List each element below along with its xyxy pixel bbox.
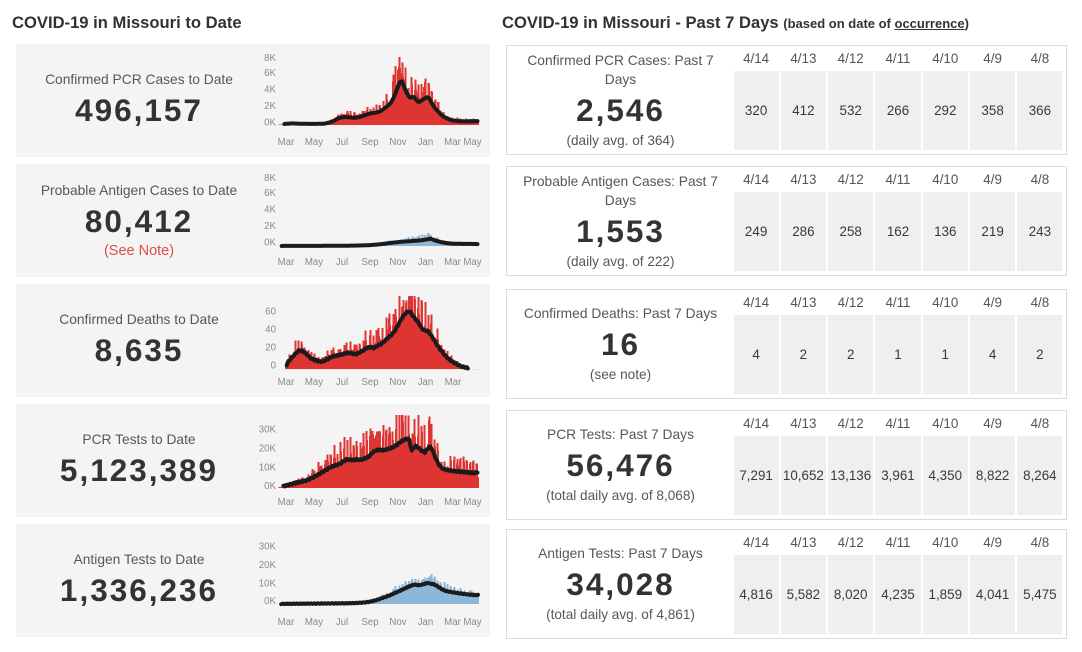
svg-text:4K: 4K bbox=[264, 205, 276, 216]
svg-text:0K: 0K bbox=[264, 481, 276, 492]
svg-text:Jul: Jul bbox=[336, 137, 348, 148]
svg-text:Jan: Jan bbox=[418, 257, 434, 268]
svg-text:Mar: Mar bbox=[444, 257, 461, 268]
svg-text:Nov: Nov bbox=[389, 497, 406, 508]
svg-text:Nov: Nov bbox=[389, 617, 406, 628]
svg-text:Mar: Mar bbox=[444, 617, 461, 628]
svg-text:Mar: Mar bbox=[444, 497, 461, 508]
svg-text:Nov: Nov bbox=[389, 377, 406, 388]
svg-text:0K: 0K bbox=[264, 118, 276, 129]
svg-text:May: May bbox=[305, 377, 323, 388]
svg-text:May: May bbox=[305, 257, 323, 268]
svg-text:May: May bbox=[463, 257, 481, 268]
svg-text:10K: 10K bbox=[259, 579, 277, 590]
svg-text:20K: 20K bbox=[259, 560, 277, 571]
svg-text:Jan: Jan bbox=[418, 497, 434, 508]
svg-text:Mar: Mar bbox=[278, 617, 295, 628]
svg-text:60: 60 bbox=[265, 307, 276, 318]
svg-text:Sep: Sep bbox=[361, 257, 378, 268]
svg-text:May: May bbox=[463, 137, 481, 148]
svg-text:30K: 30K bbox=[259, 425, 277, 436]
svg-text:6K: 6K bbox=[264, 188, 276, 199]
svg-text:Sep: Sep bbox=[361, 617, 378, 628]
svg-text:Sep: Sep bbox=[361, 497, 378, 508]
svg-text:8K: 8K bbox=[264, 53, 276, 64]
svg-text:40: 40 bbox=[265, 325, 276, 336]
svg-text:2K: 2K bbox=[264, 221, 276, 232]
svg-text:Jul: Jul bbox=[336, 617, 348, 628]
svg-text:Jul: Jul bbox=[336, 377, 348, 388]
svg-text:Mar: Mar bbox=[278, 377, 295, 388]
svg-text:Mar: Mar bbox=[278, 137, 295, 148]
svg-text:2K: 2K bbox=[264, 101, 276, 112]
svg-text:4K: 4K bbox=[264, 85, 276, 96]
svg-text:6K: 6K bbox=[264, 68, 276, 79]
svg-text:Jan: Jan bbox=[418, 137, 434, 148]
svg-text:0K: 0K bbox=[264, 596, 276, 607]
svg-text:Nov: Nov bbox=[389, 137, 406, 148]
svg-text:May: May bbox=[305, 137, 323, 148]
svg-text:May: May bbox=[305, 617, 323, 628]
svg-text:Mar: Mar bbox=[444, 137, 461, 148]
svg-text:Jul: Jul bbox=[336, 497, 348, 508]
svg-text:Sep: Sep bbox=[361, 377, 378, 388]
svg-text:10K: 10K bbox=[259, 463, 277, 474]
svg-text:30K: 30K bbox=[259, 542, 277, 553]
svg-text:Mar: Mar bbox=[278, 497, 295, 508]
svg-text:Mar: Mar bbox=[445, 377, 462, 388]
svg-text:20: 20 bbox=[265, 343, 276, 354]
svg-text:Mar: Mar bbox=[278, 257, 295, 268]
svg-text:Sep: Sep bbox=[361, 137, 378, 148]
svg-text:May: May bbox=[463, 617, 481, 628]
svg-text:0K: 0K bbox=[264, 238, 276, 249]
svg-text:Jan: Jan bbox=[418, 377, 434, 388]
svg-text:May: May bbox=[463, 497, 481, 508]
svg-text:20K: 20K bbox=[259, 444, 277, 455]
svg-text:Jan: Jan bbox=[418, 617, 434, 628]
svg-text:0: 0 bbox=[271, 361, 277, 372]
svg-text:8K: 8K bbox=[264, 173, 276, 184]
svg-text:Nov: Nov bbox=[389, 257, 406, 268]
svg-text:Jul: Jul bbox=[336, 257, 348, 268]
svg-text:May: May bbox=[305, 497, 323, 508]
